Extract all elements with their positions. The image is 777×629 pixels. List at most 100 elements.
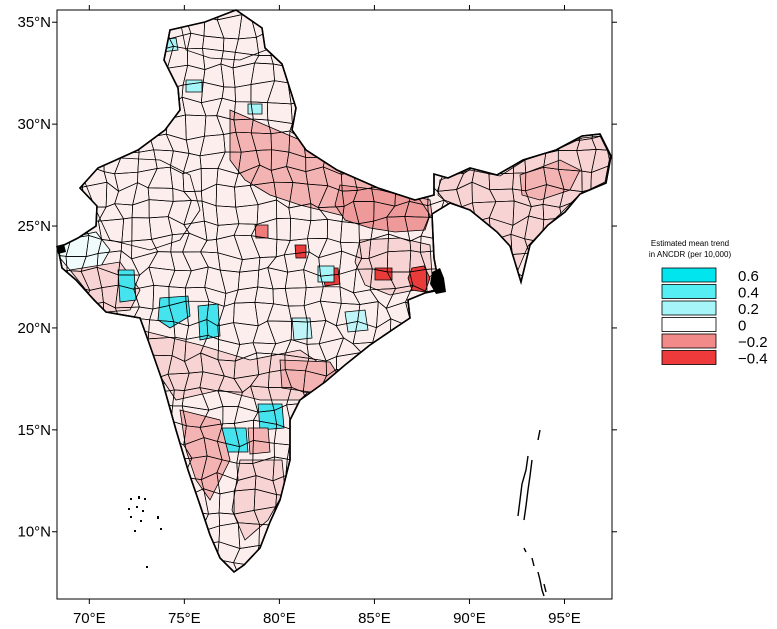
district-boundary: [319, 472, 345, 495]
district-boundary: [508, 388, 526, 412]
district-boundary: [522, 65, 546, 89]
district-boundary: [80, 522, 103, 542]
district-boundary: [80, 473, 104, 498]
district-boundary: [33, 543, 51, 562]
district-boundary: [30, 274, 55, 291]
district-boundary: [372, 407, 394, 423]
district-boundary: [31, 32, 49, 51]
district-boundary: [523, 522, 546, 549]
district-boundary: [489, 459, 512, 475]
district-boundary: [460, 578, 477, 600]
district-boundary: [288, 529, 310, 546]
district-boundary: [290, 19, 308, 35]
district-boundary: [573, 376, 599, 393]
district-boundary: [291, 32, 309, 51]
lat-tick-label: 10°N: [17, 524, 51, 541]
district-boundary: [420, 441, 446, 462]
district-boundary: [164, 543, 192, 560]
district-boundary: [305, 471, 329, 495]
district-boundary: [85, 355, 106, 376]
district-boundary: [522, 372, 550, 390]
district-boundary: [83, 68, 106, 88]
district-boundary: [356, 436, 376, 459]
district-boundary: [13, 83, 31, 106]
district-boundary: [539, 459, 562, 481]
district-boundary: [474, 83, 498, 107]
district-boundary: [474, 98, 493, 124]
district-boundary: [372, 487, 395, 512]
district-boundary: [539, 317, 566, 341]
district-boundary: [523, 318, 548, 345]
district-boundary: [556, 270, 581, 295]
district-boundary: [336, 49, 361, 74]
district-boundary: [539, 119, 567, 142]
district-boundary: [101, 461, 119, 477]
district-boundary: [403, 404, 428, 426]
district-region-cyan-h: [344, 309, 369, 333]
district-boundary: [560, 509, 582, 529]
district-boundary: [404, 538, 425, 558]
district-boundary: [539, 49, 563, 69]
district-boundary: [592, 15, 611, 36]
district-boundary: [58, 322, 70, 337]
district-boundary: [374, 453, 396, 477]
district-boundary: [422, 51, 444, 68]
district-boundary: [523, 35, 545, 54]
district-boundary: [284, 47, 306, 71]
district-boundary: [358, 388, 374, 412]
district-boundary: [546, 387, 567, 409]
district-boundary: [3, 425, 16, 440]
district-boundary: [391, 104, 414, 123]
district-boundary: [35, 200, 50, 218]
district-boundary: [487, 32, 508, 53]
district-boundary: [270, 18, 295, 35]
district-boundary: [403, 489, 430, 512]
district-boundary: [0, 205, 18, 225]
district-boundary: [308, 575, 324, 600]
district-boundary: [575, 10, 598, 22]
district-boundary: [58, 189, 72, 201]
district-boundary: [113, 388, 136, 411]
district-boundary: [339, 388, 362, 407]
district-boundary: [556, 292, 581, 312]
district-boundary: [287, 542, 309, 565]
district-boundary: [130, 10, 155, 17]
district-boundary: [148, 528, 168, 548]
district-boundary: [511, 96, 533, 122]
district-boundary: [134, 488, 158, 511]
district-boundary: [421, 539, 439, 558]
district-boundary: [82, 403, 104, 429]
district-boundary: [421, 98, 445, 124]
district-boundary: [524, 99, 548, 121]
district-boundary: [523, 15, 543, 39]
district-boundary: [137, 352, 156, 380]
district-boundary: [472, 11, 495, 35]
district-boundary: [84, 322, 104, 341]
district-boundary: [546, 302, 566, 325]
district-boundary: [369, 32, 396, 53]
district-boundary: [31, 369, 48, 395]
district-boundary: [474, 578, 496, 595]
district-boundary: [544, 85, 565, 108]
district-boundary: [457, 270, 478, 290]
district-boundary: [489, 419, 514, 447]
district-boundary: [441, 456, 462, 478]
district-boundary: [62, 560, 90, 572]
district-boundary: [84, 96, 102, 119]
district-boundary: [17, 190, 38, 204]
district-boundary: [34, 172, 55, 191]
district-boundary: [505, 522, 528, 549]
district-boundary: [575, 319, 598, 346]
district-boundary: [357, 574, 375, 594]
district-boundary: [557, 235, 575, 258]
district-boundary: [285, 471, 309, 497]
district-boundary: [494, 385, 513, 412]
district-boundary: [166, 558, 192, 572]
district-boundary: [538, 19, 563, 39]
district-boundary: [539, 541, 564, 564]
district-boundary: [421, 510, 446, 529]
district-boundary: [35, 191, 55, 204]
district-boundary: [561, 376, 582, 396]
district-boundary: [12, 477, 36, 498]
district-boundary: [81, 423, 104, 443]
